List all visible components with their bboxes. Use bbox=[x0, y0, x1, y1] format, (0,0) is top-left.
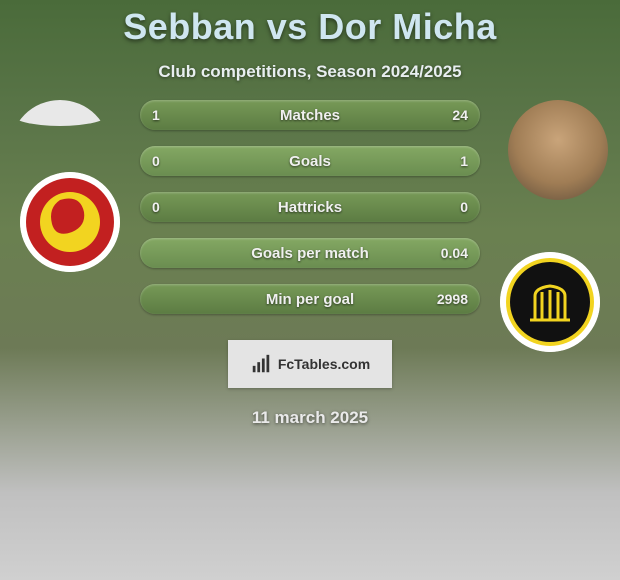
stat-row-goals-per-match: Goals per match 0.04 bbox=[140, 238, 480, 268]
club-right-icon bbox=[500, 252, 600, 352]
stat-bars: 1 Matches 24 0 Goals 1 0 Hattricks 0 Goa… bbox=[140, 100, 480, 330]
stat-row-hattricks: 0 Hattricks 0 bbox=[140, 192, 480, 222]
stat-right-value: 0.04 bbox=[441, 245, 468, 261]
stat-row-matches: 1 Matches 24 bbox=[140, 100, 480, 130]
stat-label: Min per goal bbox=[266, 291, 354, 308]
stat-label: Hattricks bbox=[278, 199, 342, 216]
page-subtitle: Club competitions, Season 2024/2025 bbox=[0, 62, 620, 82]
stat-right-value: 0 bbox=[460, 199, 468, 215]
stats-area: 1 Matches 24 0 Goals 1 0 Hattricks 0 Goa… bbox=[0, 110, 620, 340]
club-left-icon bbox=[20, 172, 120, 272]
infographic: Sebban vs Dor Micha Club competitions, S… bbox=[0, 0, 620, 428]
stat-label: Goals per match bbox=[251, 245, 369, 262]
player-right-avatar bbox=[508, 100, 608, 200]
stat-left-value: 0 bbox=[152, 153, 160, 169]
club-left-badge bbox=[20, 172, 120, 272]
stat-right-value: 2998 bbox=[437, 291, 468, 307]
stat-left-value: 0 bbox=[152, 199, 160, 215]
stat-label: Goals bbox=[289, 153, 331, 170]
chart-icon bbox=[250, 353, 272, 375]
placeholder-icon bbox=[10, 100, 110, 126]
date-label: 11 march 2025 bbox=[0, 408, 620, 428]
stat-row-min-per-goal: Min per goal 2998 bbox=[140, 284, 480, 314]
stat-row-goals: 0 Goals 1 bbox=[140, 146, 480, 176]
stat-right-value: 1 bbox=[460, 153, 468, 169]
page-title: Sebban vs Dor Micha bbox=[0, 6, 620, 48]
club-right-badge bbox=[500, 252, 600, 352]
stat-right-value: 24 bbox=[452, 107, 468, 123]
watermark: FcTables.com bbox=[228, 340, 392, 388]
watermark-text: FcTables.com bbox=[278, 356, 370, 372]
stat-left-value: 1 bbox=[152, 107, 160, 123]
stat-label: Matches bbox=[280, 107, 340, 124]
player-photo bbox=[508, 100, 608, 200]
